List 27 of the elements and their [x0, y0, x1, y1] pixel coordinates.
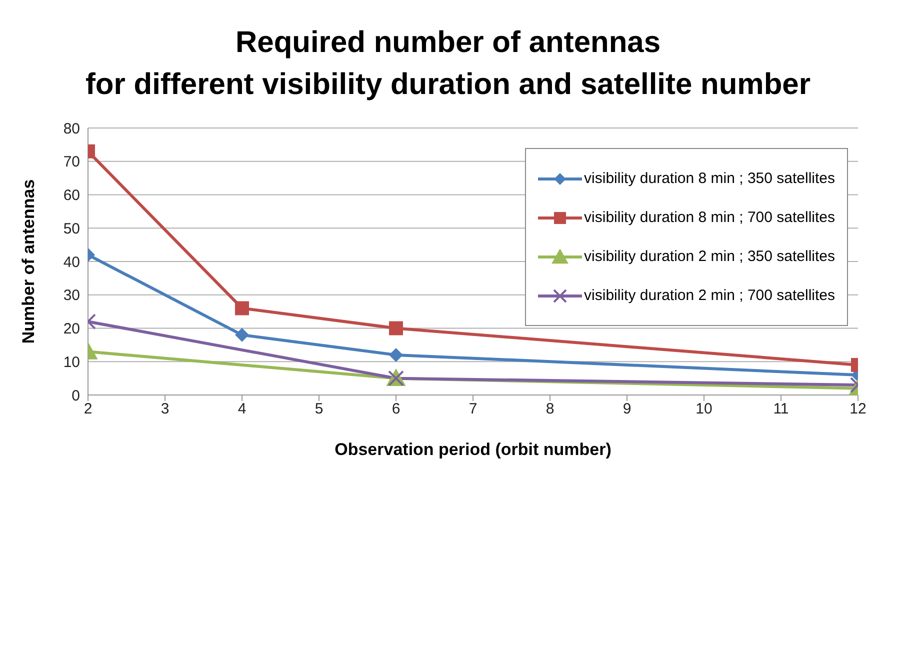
legend-label: visibility duration 8 min ; 700 satellites [584, 209, 835, 226]
x-tick-label: 2 [84, 400, 92, 418]
x-tick-label: 6 [392, 400, 400, 418]
chart-title: Required number of antennas for different visibility duration and satellite number [84, 25, 812, 103]
y-tick-label: 50 [63, 220, 80, 238]
x-tick-label: 5 [314, 400, 324, 418]
x-tick-label: 7 [468, 400, 478, 418]
y-axis-title: Number of antennas [19, 179, 38, 344]
y-tick-label: 10 [63, 354, 80, 371]
y-tick-label: 80 [63, 120, 80, 138]
x-tick-label: 3 [160, 400, 170, 418]
legend-label: visibility duration 2 min ; 350 satellites [584, 248, 835, 265]
x-tick-label: 4 [238, 400, 246, 418]
y-tick-label: 0 [72, 387, 80, 404]
x-tick-label: 10 [696, 400, 712, 418]
x-tick-label: 12 [850, 400, 866, 418]
y-tick-label: 30 [63, 287, 80, 304]
x-axis-title: Observation period (orbit number) [334, 440, 612, 459]
legend-label: visibility duration 2 min ; 700 satellites [584, 287, 835, 304]
x-tick-label: 8 [546, 400, 554, 418]
y-tick-label: 70 [63, 154, 80, 171]
x-tick-label: 9 [622, 400, 632, 418]
legend-label: visibility duration 8 min ; 350 satellites [584, 170, 835, 187]
y-tick-label: 20 [63, 320, 80, 338]
x-tick-label: 11 [773, 400, 789, 418]
y-tick-label: 40 [63, 254, 80, 271]
y-tick-label: 60 [63, 187, 80, 204]
